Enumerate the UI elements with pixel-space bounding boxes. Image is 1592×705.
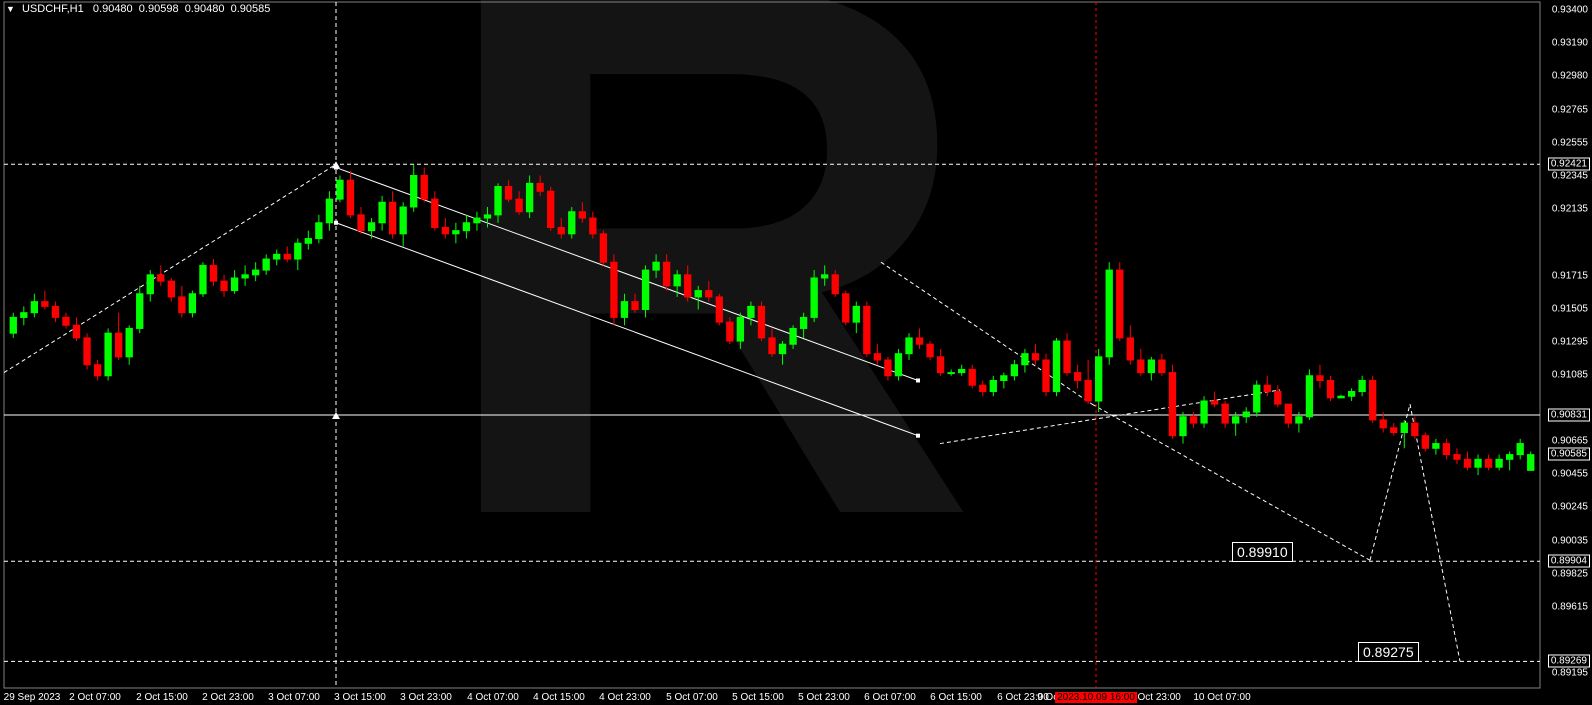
x-axis: 29 Sep 2023 2 Oct 07:00 2 Oct 15:00 2 Oct 2… bbox=[0, 689, 1540, 705]
y-axis-tick: 0.90245 bbox=[1552, 502, 1588, 513]
y-axis-marker: 0.90831 bbox=[1548, 409, 1590, 422]
x-axis-tick: 3 Oct 07:00 bbox=[268, 692, 320, 703]
y-axis-tick: 0.92980 bbox=[1552, 71, 1588, 82]
header-timeframe: H1 bbox=[70, 3, 84, 15]
y-axis-tick: 0.92345 bbox=[1552, 171, 1588, 182]
y-axis-tick: 0.91505 bbox=[1552, 303, 1588, 314]
x-axis-tick: 4 Oct 15:00 bbox=[533, 692, 585, 703]
y-axis-tick: 0.91295 bbox=[1552, 336, 1588, 347]
y-axis-tick: 0.91085 bbox=[1552, 369, 1588, 380]
y-axis-marker: 0.89904 bbox=[1548, 555, 1590, 568]
y-axis-tick: 0.90665 bbox=[1552, 436, 1588, 447]
y-axis-marker: 0.89269 bbox=[1548, 655, 1590, 668]
y-axis: 0.93400 0.93190 0.92980 0.92765 0.92555 0.923… bbox=[1540, 0, 1592, 705]
y-axis-tick: 0.90455 bbox=[1552, 469, 1588, 480]
x-axis-tick: 4 Oct 07:00 bbox=[467, 692, 519, 703]
x-axis-tick: 3 Oct 23:00 bbox=[400, 692, 452, 703]
x-axis-tick: 6 Oct 15:00 bbox=[930, 692, 982, 703]
header-symbol: USDCHF bbox=[22, 3, 67, 15]
x-axis-tick: 6 Oct 07:00 bbox=[864, 692, 916, 703]
x-axis-tick: 10 Oct 07:00 bbox=[1193, 692, 1250, 703]
x-axis-tick: 5 Oct 07:00 bbox=[666, 692, 718, 703]
header-low: 0.90480 bbox=[185, 3, 225, 15]
x-axis-tick: 29 Sep 2023 bbox=[4, 692, 61, 703]
x-axis-tick: 4 Oct 23:00 bbox=[599, 692, 651, 703]
chart-container[interactable]: R ▼ USDCHF,H1 0.90480 0.90598 0.90480 0.… bbox=[0, 0, 1592, 705]
y-axis-tick: 0.91715 bbox=[1552, 270, 1588, 281]
dropdown-arrow-icon: ▼ bbox=[6, 4, 15, 14]
y-axis-tick: 0.92135 bbox=[1552, 204, 1588, 215]
x-axis-tick: 5 Oct 15:00 bbox=[732, 692, 784, 703]
price-annotation: 0.89910 bbox=[1232, 542, 1293, 562]
header-open: 0.90480 bbox=[93, 3, 133, 15]
x-axis-tick: 5 Oct 23:00 bbox=[798, 692, 850, 703]
chart-svg bbox=[0, 0, 1592, 705]
y-axis-tick: 0.89825 bbox=[1552, 568, 1588, 579]
header-close: 0.90585 bbox=[231, 3, 271, 15]
x-axis-tick: 2 Oct 15:00 bbox=[136, 692, 188, 703]
x-axis-tick: 2 Oct 23:00 bbox=[202, 692, 254, 703]
chart-header: ▼ USDCHF,H1 0.90480 0.90598 0.90480 0.90… bbox=[6, 3, 270, 15]
x-axis-tick: 2 Oct 07:00 bbox=[69, 692, 121, 703]
y-axis-tick: 0.90035 bbox=[1552, 535, 1588, 546]
y-axis-tick: 0.89615 bbox=[1552, 601, 1588, 612]
y-axis-tick: 0.92555 bbox=[1552, 138, 1588, 149]
y-axis-tick: 0.93400 bbox=[1552, 4, 1588, 15]
header-high: 0.90598 bbox=[139, 3, 179, 15]
price-annotation: 0.89275 bbox=[1358, 642, 1419, 662]
x-axis-tick: 3 Oct 15:00 bbox=[334, 692, 386, 703]
y-axis-tick: 0.89195 bbox=[1552, 668, 1588, 679]
y-axis-marker: 0.92421 bbox=[1548, 158, 1590, 171]
y-axis-tick: 0.93190 bbox=[1552, 38, 1588, 49]
x-axis-highlight: 2023.10.09 16:00 bbox=[1055, 692, 1137, 703]
y-axis-marker: 0.90585 bbox=[1548, 447, 1590, 460]
y-axis-tick: 0.92765 bbox=[1552, 105, 1588, 116]
